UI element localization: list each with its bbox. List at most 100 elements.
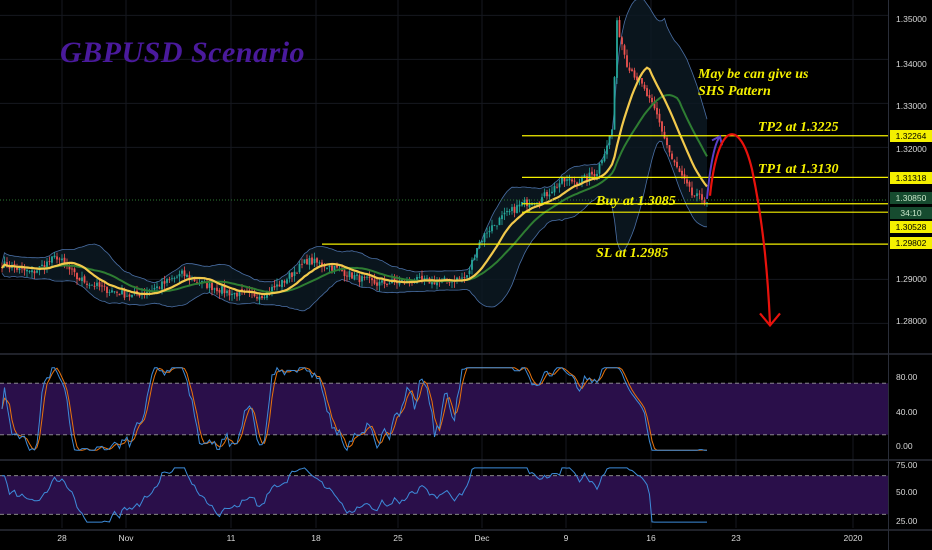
annotation-shs-line1: May be can give us xyxy=(698,67,809,82)
projection-up-path xyxy=(706,135,721,199)
candle-body xyxy=(633,70,636,78)
rsi-tick: 50.00 xyxy=(896,487,918,497)
candle-body xyxy=(681,170,683,176)
rsi-tick: 75.00 xyxy=(896,460,918,470)
candle-body xyxy=(263,297,266,299)
candle-body xyxy=(366,276,368,278)
candle-body xyxy=(698,193,701,195)
candle-body xyxy=(386,283,388,286)
candle-body xyxy=(221,286,223,294)
candle-body xyxy=(298,263,301,273)
candle-body xyxy=(348,271,351,278)
candle-body xyxy=(476,247,478,258)
candle-body xyxy=(238,290,241,297)
candle-body xyxy=(488,230,491,233)
candle-body xyxy=(421,275,423,280)
x-tick: 25 xyxy=(393,533,403,543)
level-label-tp2: 1.32264 xyxy=(890,130,932,142)
candle-body xyxy=(378,281,381,286)
candle-body xyxy=(548,194,551,197)
candle-body xyxy=(218,289,221,293)
candle-body xyxy=(661,121,663,132)
candle-body xyxy=(506,211,508,213)
candle-body xyxy=(181,270,183,274)
price-levels xyxy=(0,135,888,245)
candle-body xyxy=(626,55,628,67)
candle-body xyxy=(196,282,198,284)
x-tick: 18 xyxy=(311,533,321,543)
candle-body xyxy=(91,284,93,286)
candle-body xyxy=(328,265,331,268)
candle-body xyxy=(31,270,33,273)
price-tick: 1.35000 xyxy=(896,14,927,24)
candle-body xyxy=(58,258,61,260)
candle-body xyxy=(186,274,188,277)
candle-body xyxy=(293,271,296,276)
candle-body xyxy=(656,107,658,115)
candle-body xyxy=(481,241,483,243)
candle-body xyxy=(483,233,486,243)
bollinger-bands xyxy=(1,0,708,312)
candle-body xyxy=(333,266,336,271)
candle-body xyxy=(573,180,576,182)
candle-body xyxy=(468,270,471,274)
candle-body xyxy=(193,278,196,282)
candle-body xyxy=(616,20,618,78)
candle-body xyxy=(126,295,128,297)
candle-body xyxy=(693,195,696,197)
candle-body xyxy=(253,292,256,297)
candle-body xyxy=(81,277,83,282)
candle-body xyxy=(651,97,653,103)
candle-body xyxy=(586,176,588,181)
candle-body xyxy=(431,280,433,285)
candle-body xyxy=(158,287,161,289)
candle-body xyxy=(26,269,28,272)
candle-body xyxy=(111,290,113,293)
candle-body xyxy=(643,84,646,89)
candle-body xyxy=(276,284,278,287)
candle-body xyxy=(56,256,58,260)
price-tick: 1.33000 xyxy=(896,101,927,111)
candle-body xyxy=(96,282,98,286)
candle-body xyxy=(518,204,521,207)
candle-body xyxy=(701,194,703,201)
candle-body xyxy=(696,193,698,197)
candle-body xyxy=(283,280,286,283)
candle-body xyxy=(686,179,688,184)
price-tick: 1.34000 xyxy=(896,59,927,69)
candle-body xyxy=(278,284,281,287)
candle-body xyxy=(536,202,538,204)
candle-body xyxy=(123,289,126,298)
level-label-sl: 1.29802 xyxy=(890,237,932,249)
bollinger-upper xyxy=(1,0,708,284)
candle-body xyxy=(41,264,43,267)
rsi-tick: 25.00 xyxy=(896,516,918,526)
candle-body xyxy=(691,187,693,196)
candle-body xyxy=(666,137,668,146)
bollinger-fill xyxy=(2,0,707,311)
chart-title: GBPUSD Scenario xyxy=(60,36,306,69)
candle-body xyxy=(486,232,488,234)
candle-body xyxy=(641,78,643,84)
candle-body xyxy=(316,258,318,263)
candle-body xyxy=(556,186,558,188)
candle-body xyxy=(568,178,571,181)
candle-body xyxy=(613,77,616,130)
stoch-tick: 40.00 xyxy=(896,407,918,417)
candle-body xyxy=(583,175,586,178)
candle-body xyxy=(671,153,673,160)
candle-body xyxy=(171,278,173,280)
candle-body xyxy=(418,277,421,278)
candle-body xyxy=(596,173,598,177)
stoch-tick: 80.00 xyxy=(896,372,918,382)
candle-body xyxy=(478,242,481,249)
candle-body xyxy=(213,288,216,290)
candle-body xyxy=(153,287,156,290)
candle-body xyxy=(16,268,18,270)
candle-body xyxy=(593,173,596,177)
candle-body xyxy=(206,281,208,289)
candle-body xyxy=(211,282,213,291)
candle-body xyxy=(426,277,428,279)
